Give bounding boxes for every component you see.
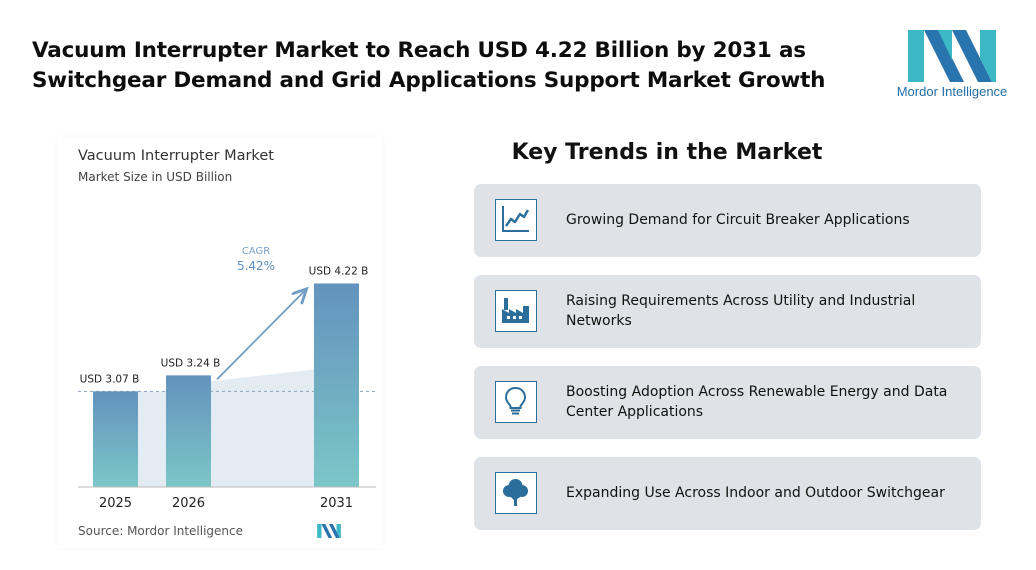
headline-line-1: Vacuum Interrupter Market to Reach USD 4…	[32, 38, 806, 63]
bar-2025	[93, 391, 138, 487]
lightbulb-icon	[495, 381, 537, 423]
trend-card-3: Boosting Adoption Across Renewable Energ…	[474, 366, 981, 439]
chart-subtitle: Market Size in USD Billion	[78, 170, 233, 184]
trend-text-2: Raising Requirements Across Utility and …	[566, 293, 916, 329]
headline-line-2: Switchgear Demand and Grid Applications …	[32, 68, 826, 93]
cagr-value: 5.42%	[237, 259, 275, 273]
chart-source: Source: Mordor Intelligence	[78, 524, 244, 538]
trend-card-4: Expanding Use Across Indoor and Outdoor …	[474, 457, 981, 530]
market-size-chart: USD 3.07 B 2025 USD 3.24 B 2026 USD 4.22 B 20…	[58, 138, 382, 548]
data-label-2025: USD 3.07 B	[80, 373, 140, 385]
bar-2031	[314, 283, 359, 487]
data-label-2031: USD 4.22 B	[309, 265, 369, 277]
x-tick-2031: 2031	[320, 496, 353, 511]
mordor-logo-text: Mordor Intelligence	[896, 84, 1008, 99]
key-trends-title: Key Trends in the Market	[511, 140, 823, 165]
cagr-label: CAGR	[242, 246, 270, 257]
mordor-logo: Mordor Intelligence	[892, 30, 1012, 102]
line-chart-icon	[495, 199, 537, 241]
trend-card-1: Growing Demand for Circuit Breaker Appli…	[474, 184, 981, 257]
bar-2026	[166, 375, 211, 487]
factory-icon	[495, 290, 537, 332]
cagr-arrow	[216, 291, 304, 381]
trend-text-3: Boosting Adoption Across Renewable Energ…	[566, 384, 948, 420]
data-label-2026: USD 3.24 B	[161, 357, 221, 369]
trend-card-2: Raising Requirements Across Utility and …	[474, 275, 981, 348]
chart-title: Vacuum Interrupter Market	[78, 148, 274, 164]
x-tick-2025: 2025	[99, 496, 132, 511]
page-headline: Vacuum Interrupter Market to Reach USD 4…	[32, 36, 852, 96]
trend-text-4: Expanding Use Across Indoor and Outdoor …	[566, 485, 945, 501]
growth-band	[211, 369, 314, 487]
chart-canvas: USD 3.07 B 2025 USD 3.24 B 2026 USD 4.22 B 20…	[78, 246, 376, 511]
tree-icon	[495, 472, 537, 514]
gap-band	[138, 391, 166, 487]
mordor-logo-icon	[908, 30, 996, 82]
trend-text-1: Growing Demand for Circuit Breaker Appli…	[566, 212, 910, 228]
x-tick-2026: 2026	[172, 496, 205, 511]
source-logo-icon	[317, 524, 341, 538]
